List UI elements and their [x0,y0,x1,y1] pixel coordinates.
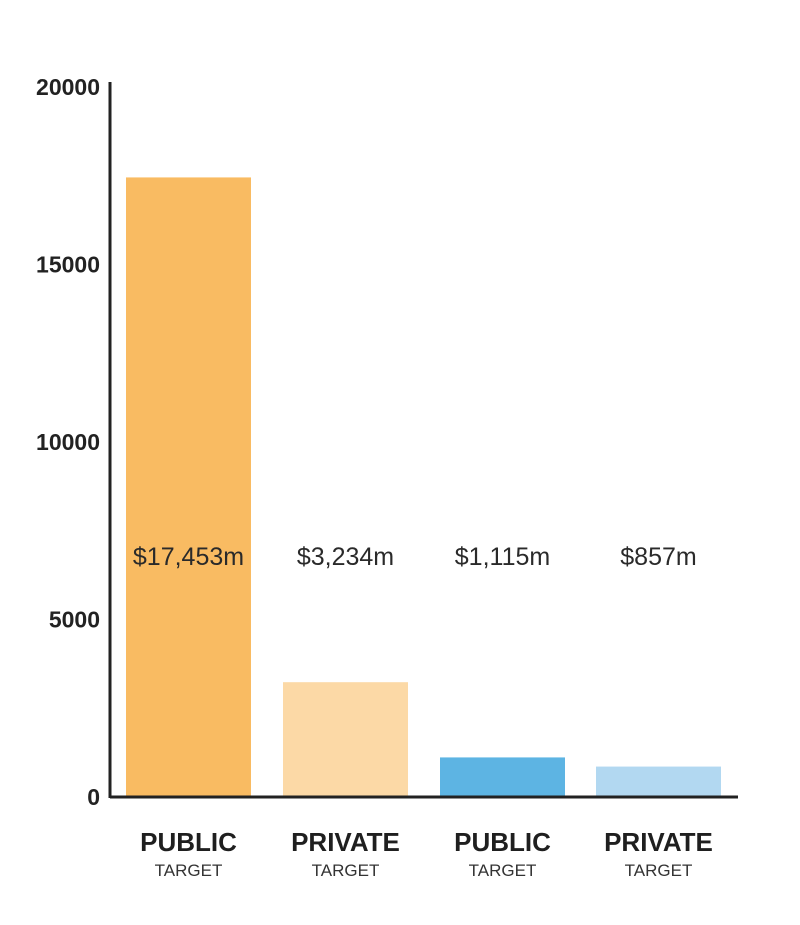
bar [283,682,408,797]
category-sublabel: TARGET [625,861,693,880]
bar [440,757,565,797]
y-tick-label: 20000 [36,74,100,100]
bar [596,766,721,797]
y-tick-label: 10000 [36,429,100,455]
y-tick-label: 15000 [36,252,100,278]
value-labels: $17,453m $3,234m $1,115m $857m [133,543,697,571]
category-labels: PUBLIC TARGET PRIVATE TARGET PUBLIC TARGET PRI… [140,827,713,880]
category-label: PRIVATE [291,827,400,857]
bar-value-label: $1,115m [455,543,550,571]
y-tick-label: 0 [87,784,100,810]
category-label: PUBLIC [454,827,551,857]
bar-value-label: $3,234m [297,543,394,571]
bars [126,177,721,797]
bar-value-label: $857m [620,543,696,571]
bar-value-label: $17,453m [133,543,244,571]
category-label: PUBLIC [140,827,237,857]
category-sublabel: TARGET [312,861,380,880]
y-axis-ticks: 0 5000 10000 15000 20000 [36,74,100,810]
category-sublabel: TARGET [155,861,223,880]
category-label: PRIVATE [604,827,713,857]
category-sublabel: TARGET [469,861,537,880]
y-tick-label: 5000 [49,607,100,633]
bar [126,177,251,797]
